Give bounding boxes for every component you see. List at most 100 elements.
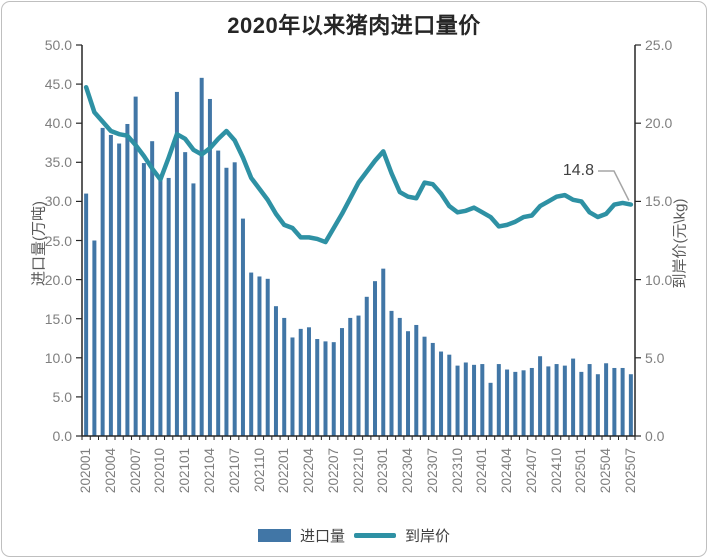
bar-202410 — [554, 364, 559, 436]
bar-202201 — [282, 317, 287, 436]
bar-202203 — [298, 328, 303, 436]
bar-202102 — [191, 183, 196, 436]
bar-202108 — [240, 218, 245, 436]
bar-202505 — [612, 367, 617, 436]
chart-title: 2020年以来猪肉进口量价 — [227, 13, 481, 38]
bar-202506 — [620, 367, 625, 436]
bar-202107 — [232, 162, 237, 437]
bar-202109 — [249, 272, 254, 436]
x-axis-tick-label: 202201 — [276, 448, 292, 494]
bar-202406 — [521, 370, 526, 436]
right-axis-tick-label: 5.0 — [645, 349, 665, 366]
bar-202009 — [150, 141, 155, 436]
bar-202411 — [562, 365, 567, 436]
legend: 进口量 到岸价 — [0, 525, 708, 546]
left-axis-tick-label: 50.0 — [44, 37, 72, 53]
x-axis-tick-label: 202507 — [622, 448, 638, 494]
bar-202507 — [628, 374, 633, 436]
x-axis-tick-label: 202007 — [127, 448, 143, 494]
left-axis-tick-label: 35.0 — [44, 154, 72, 171]
bar-202004 — [108, 134, 113, 436]
bar-202001 — [84, 193, 89, 436]
x-axis-tick-label: 202401 — [474, 448, 490, 494]
bar-202307 — [430, 342, 435, 436]
bar-202112 — [273, 306, 278, 436]
bar-202212 — [373, 281, 378, 436]
bar-202110 — [257, 276, 262, 436]
bar-202405 — [513, 371, 518, 436]
bar-202010 — [158, 175, 163, 436]
x-axis-tick-label: 202107 — [226, 448, 242, 494]
bar-202011 — [166, 177, 171, 436]
left-axis-tick-label: 10.0 — [44, 349, 72, 366]
bar-202208 — [339, 328, 344, 436]
right-axis-tick-label: 25.0 — [645, 37, 673, 53]
bar-202104 — [207, 98, 212, 437]
bar-202006 — [125, 123, 130, 436]
bar-202401 — [480, 364, 485, 436]
bar-202106 — [224, 167, 229, 436]
bar-202310 — [455, 365, 460, 436]
bar-202008 — [141, 163, 146, 436]
right-axis-title: 到岸价(元\kg) — [671, 198, 689, 289]
x-axis-tick-label: 202204 — [301, 448, 316, 494]
left-axis-tick-label: 25.0 — [44, 232, 72, 249]
left-axis-tick-label: 15.0 — [44, 310, 72, 327]
right-axis-tick-label: 10.0 — [645, 271, 673, 288]
x-axis-tick-label: 202210 — [350, 448, 366, 494]
legend-bar-label[interactable]: 进口量 — [299, 528, 345, 545]
bar-202301 — [381, 268, 386, 436]
bar-202305 — [414, 324, 419, 436]
x-axis-tick-label: 202001 — [78, 448, 94, 494]
x-axis-tick-label: 202504 — [598, 448, 614, 494]
right-axis-tick-label: 20.0 — [645, 115, 673, 132]
bar-202101 — [183, 152, 188, 436]
x-axis-tick-label: 202304 — [400, 448, 415, 494]
bar-202002 — [92, 240, 97, 436]
bar-202309 — [447, 354, 452, 436]
bar-202007 — [133, 96, 138, 437]
bar-202303 — [397, 317, 402, 436]
x-axis-tick-label: 202407 — [523, 448, 539, 494]
bar-202402 — [488, 382, 493, 436]
bar-202103 — [199, 77, 204, 436]
bar-202202 — [290, 337, 295, 436]
bar-202012 — [174, 91, 179, 437]
bar-202205 — [315, 339, 320, 436]
bar-202311 — [463, 362, 468, 436]
bar-202501 — [579, 371, 584, 436]
left-axis-tick-label: 45.0 — [44, 76, 72, 93]
annotation-leader-line — [598, 170, 630, 201]
left-axis-title: 进口量(万吨) — [30, 201, 48, 286]
bar-202210 — [356, 315, 361, 436]
bar-202308 — [439, 351, 444, 436]
bar-202111 — [265, 278, 270, 436]
bar-202403 — [496, 364, 501, 436]
bar-202312 — [472, 364, 477, 436]
left-axis-tick-label: 0.0 — [52, 428, 72, 444]
bar-202211 — [364, 296, 369, 436]
legend-line-label[interactable]: 到岸价 — [405, 528, 451, 545]
x-axis-tick-label: 202410 — [548, 448, 564, 494]
x-axis-tick-label: 202307 — [424, 448, 440, 494]
price-line-series — [83, 84, 634, 245]
right-axis-tick-label: 0.0 — [645, 428, 665, 444]
legend-line-swatch[interactable] — [354, 533, 396, 538]
bar-202306 — [422, 336, 427, 436]
x-axis-tick-label: 202104 — [201, 448, 217, 494]
bar-202504 — [604, 363, 609, 436]
x-axis-tick-label: 202110 — [251, 448, 267, 493]
bar-202207 — [331, 342, 336, 436]
bar-202408 — [538, 356, 543, 436]
legend-bar-swatch[interactable] — [257, 529, 291, 542]
bar-202404 — [505, 369, 510, 436]
x-axis-tick-label: 202301 — [375, 448, 391, 494]
bar-202105 — [216, 150, 221, 436]
bar-202204 — [306, 327, 311, 436]
bar-202503 — [595, 374, 600, 436]
bar-202209 — [348, 317, 353, 436]
x-axis-tick-label: 202501 — [573, 448, 589, 494]
x-axis-tick-label: 202207 — [325, 448, 341, 494]
